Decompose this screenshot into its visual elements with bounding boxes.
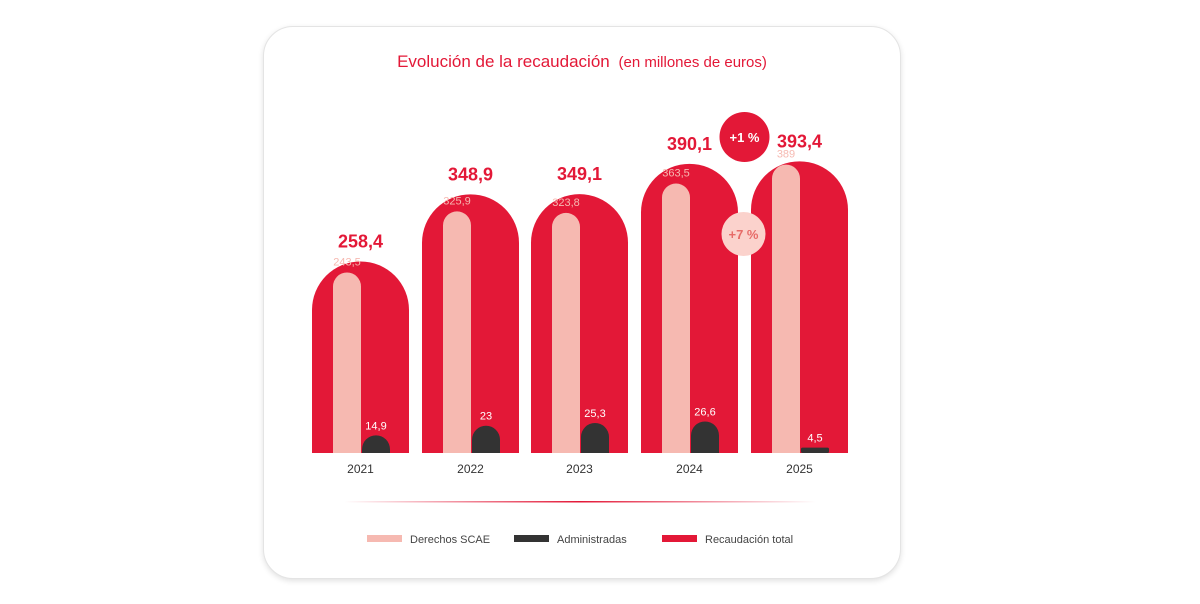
- legend-swatch-1: [514, 535, 549, 542]
- legend-label-1: Administradas: [557, 534, 627, 546]
- label-total-2024: 390,1: [667, 134, 712, 154]
- label-administradas-2022: 23: [480, 411, 492, 423]
- bar-administradas-2022: [472, 425, 500, 453]
- bar-administradas-2025: [801, 447, 829, 453]
- label-administradas-2021: 14,9: [365, 420, 386, 432]
- label-derechos-2022: 325,9: [443, 195, 471, 207]
- label-total-2022: 348,9: [448, 164, 493, 184]
- bars-layer: 258,4 243,5 14,9 2021 348,9 325,9 23 2022 349,1 3…: [312, 112, 848, 476]
- annotation-text-plus7: +7 %: [729, 227, 759, 242]
- x-tick-2023: 2023: [566, 462, 593, 476]
- legend: Derechos SCAE Administradas Recaudación to…: [367, 534, 793, 546]
- legend-swatch-2: [662, 535, 697, 542]
- legend-label-2: Recaudación total: [705, 534, 793, 546]
- legend-swatch-0: [367, 535, 402, 542]
- x-tick-2025: 2025: [786, 462, 813, 476]
- label-derechos-2024: 363,5: [662, 168, 690, 180]
- x-tick-2021: 2021: [347, 462, 374, 476]
- bar-administradas-2023: [581, 422, 609, 453]
- x-tick-2024: 2024: [676, 462, 703, 476]
- chart-title-main: Evolución de la recaudación: [397, 52, 610, 71]
- bar-administradas-2021: [362, 435, 390, 453]
- bar-derechos-2023: [552, 212, 580, 453]
- label-administradas-2025: 4,5: [807, 433, 822, 445]
- x-tick-2022: 2022: [457, 462, 484, 476]
- chart-subtitle: (en millones de euros): [618, 54, 766, 71]
- bar-derechos-2024: [662, 183, 690, 454]
- label-total-2025: 393,4: [777, 131, 822, 151]
- legend-label-0: Derechos SCAE: [410, 534, 490, 546]
- label-derechos-2023: 323,8: [552, 197, 580, 209]
- divider-line: [344, 501, 816, 503]
- annotation-circle-plus7: [721, 212, 766, 256]
- label-derechos-2025: 389: [777, 149, 795, 161]
- bar-administradas-2024: [691, 421, 719, 453]
- chart-canvas: Evolución de la recaudación (en millones…: [312, 52, 848, 546]
- label-total-2023: 349,1: [557, 164, 602, 184]
- bar-derechos-2022: [443, 211, 471, 453]
- label-administradas-2024: 26,6: [694, 406, 715, 418]
- label-derechos-2021: 243,5: [333, 256, 361, 268]
- bar-derechos-2021: [333, 272, 361, 453]
- label-total-2021: 258,4: [338, 231, 383, 251]
- chart-title: Evolución de la recaudación (en millones…: [397, 52, 767, 71]
- bar-derechos-2025: [772, 164, 800, 453]
- annotation-text-plus1: +1 %: [730, 130, 760, 145]
- label-administradas-2023: 25,3: [584, 408, 605, 420]
- annotation-circle-plus1: [719, 112, 770, 162]
- chart-card: Evolución de la recaudación (en millones…: [263, 26, 901, 579]
